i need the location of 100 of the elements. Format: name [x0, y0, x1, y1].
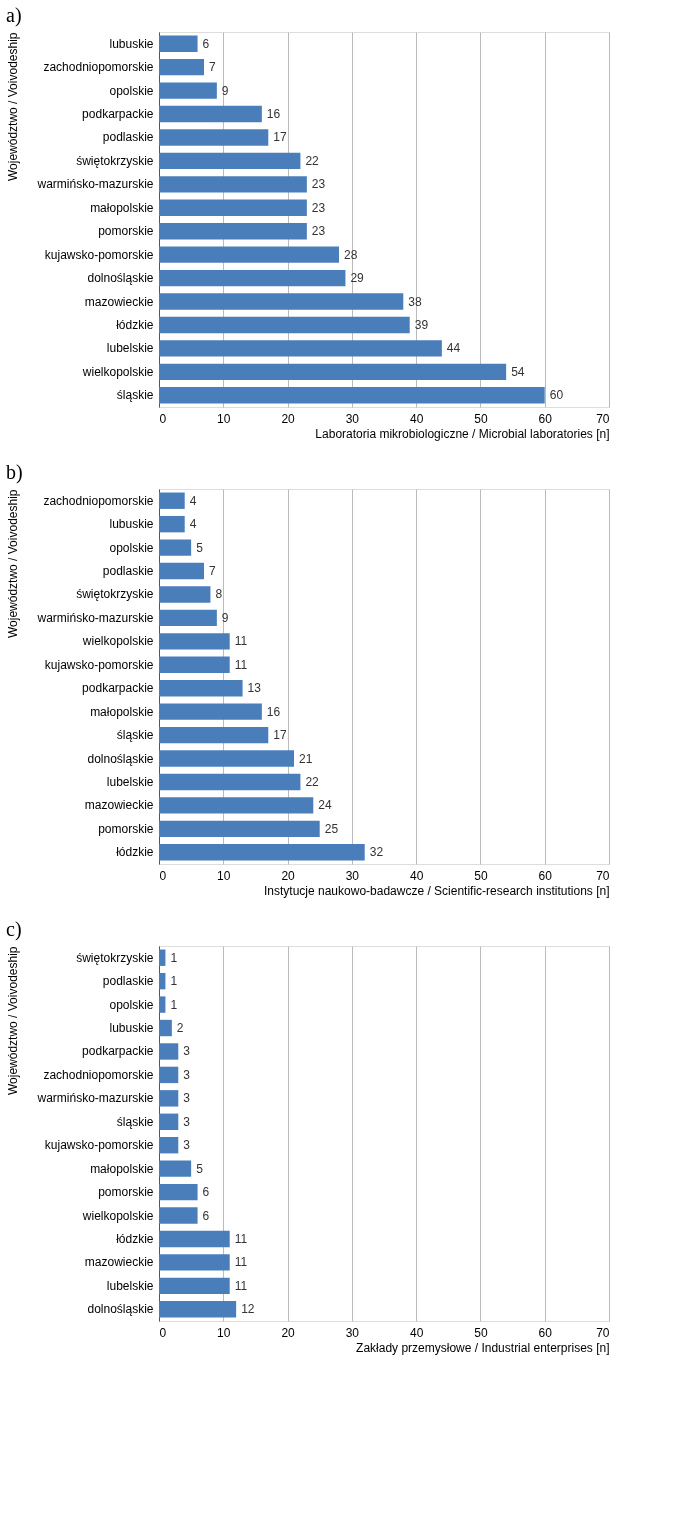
bar — [159, 1019, 172, 1037]
y-tick-label: opolskie — [109, 540, 154, 555]
x-tick-label: 0 — [159, 1325, 167, 1340]
bar — [159, 1230, 230, 1248]
bar — [159, 1090, 179, 1107]
bar — [159, 797, 314, 814]
data-label: 3 — [183, 1091, 191, 1106]
y-tick-label: małopolskie — [90, 1161, 154, 1176]
data-label: 24 — [318, 798, 332, 813]
bar — [159, 949, 166, 966]
data-label: 17 — [273, 728, 287, 743]
data-label: 44 — [446, 341, 461, 356]
data-label: 16 — [266, 704, 281, 719]
bar — [159, 35, 198, 52]
data-label: 7 — [209, 564, 216, 579]
y-tick-label: łódzkie — [116, 845, 154, 860]
bar — [159, 246, 339, 263]
bar — [159, 129, 269, 146]
bar — [159, 1207, 198, 1224]
bar — [159, 1160, 192, 1177]
data-label: 11 — [234, 634, 248, 649]
data-label: 39 — [414, 317, 429, 332]
data-label: 3 — [183, 1044, 191, 1059]
bar — [159, 1277, 230, 1295]
bar — [159, 105, 262, 123]
data-label: 8 — [215, 587, 223, 602]
x-tick-label: 70 — [596, 1325, 610, 1340]
bar — [159, 844, 365, 861]
y-tick-label: podlaskie — [102, 564, 154, 579]
y-tick-label: dolnośląskie — [87, 1302, 154, 1317]
data-label: 5 — [196, 1161, 204, 1176]
bar — [159, 58, 204, 76]
y-tick-label: lubelskie — [106, 1278, 154, 1293]
x-tick-label: 20 — [281, 411, 296, 426]
data-label: 28 — [344, 247, 358, 262]
y-tick-label: opolskie — [109, 997, 154, 1012]
y-tick-label: wielkopolskie — [81, 634, 154, 649]
x-tick-label: 60 — [538, 411, 553, 426]
x-tick-label: 10 — [217, 411, 231, 426]
y-tick-label: śląskie — [116, 728, 154, 743]
x-tick-label: 60 — [538, 868, 553, 883]
y-tick-label: podlaskie — [102, 130, 154, 145]
y-tick-label: kujawsko-pomorskie — [44, 1138, 154, 1153]
bar — [159, 996, 166, 1013]
data-label: 23 — [311, 224, 326, 239]
bar — [159, 773, 301, 791]
y-tick-label: wielkopolskie — [81, 364, 154, 379]
bar — [159, 199, 307, 216]
y-tick-label: lubelskie — [106, 341, 154, 356]
data-label: 7 — [209, 60, 216, 75]
y-tick-label: lubuskie — [109, 36, 154, 51]
bar — [159, 750, 294, 767]
y-tick-label: łódzkie — [116, 1231, 154, 1246]
data-label: 29 — [350, 271, 365, 286]
y-tick-label: zachodniopomorskie — [43, 493, 154, 508]
x-tick-label: 10 — [217, 868, 231, 883]
x-axis-title: Laboratoria mikrobiologiczne / Microbial laboratories [n] — [315, 426, 610, 441]
x-tick-label: 40 — [409, 411, 424, 426]
data-label: 23 — [311, 200, 326, 215]
data-label: 5 — [196, 540, 204, 555]
bar — [159, 1113, 179, 1130]
x-tick-label: 50 — [474, 868, 488, 883]
y-tick-label: świętokrzyskie — [76, 587, 154, 602]
y-tick-label: mazowieckie — [84, 1255, 154, 1270]
y-axis-title: Województwo / Voivodeship — [5, 489, 20, 639]
bar — [159, 223, 307, 240]
y-tick-label: pomorskie — [98, 821, 154, 836]
data-label: 11 — [234, 1278, 248, 1293]
chart-title: c) — [6, 918, 22, 941]
y-tick-label: lubuskie — [109, 517, 154, 532]
bar — [159, 1043, 179, 1060]
data-label: 11 — [234, 1231, 248, 1246]
data-label: 4 — [189, 517, 197, 532]
bar — [159, 152, 301, 170]
data-label: 32 — [369, 845, 384, 860]
data-label: 1 — [170, 997, 178, 1012]
x-tick-label: 70 — [596, 411, 610, 426]
bar — [159, 492, 185, 509]
data-label: 25 — [324, 821, 339, 836]
y-tick-label: małopolskie — [90, 200, 154, 215]
data-label: 13 — [247, 681, 262, 696]
y-tick-label: dolnośląskie — [87, 271, 154, 286]
x-tick-label: 40 — [409, 868, 424, 883]
bar — [159, 82, 217, 99]
data-label: 9 — [221, 610, 229, 625]
y-tick-label: kujawsko-pomorskie — [44, 247, 154, 262]
bar — [159, 387, 545, 404]
data-label: 3 — [183, 1067, 191, 1082]
bar — [159, 586, 211, 603]
y-tick-label: świętokrzyskie — [76, 950, 154, 965]
x-tick-label: 50 — [474, 411, 488, 426]
y-tick-label: kujawsko-pomorskie — [44, 657, 154, 672]
data-label: 3 — [183, 1138, 191, 1153]
y-tick-label: lubelskie — [106, 774, 154, 789]
y-tick-label: lubuskie — [109, 1021, 154, 1036]
x-tick-label: 20 — [281, 1325, 296, 1340]
y-tick-label: mazowieckie — [84, 798, 154, 813]
x-tick-label: 30 — [345, 868, 360, 883]
y-tick-label: podkarpackie — [82, 107, 154, 122]
data-label: 21 — [299, 751, 313, 766]
